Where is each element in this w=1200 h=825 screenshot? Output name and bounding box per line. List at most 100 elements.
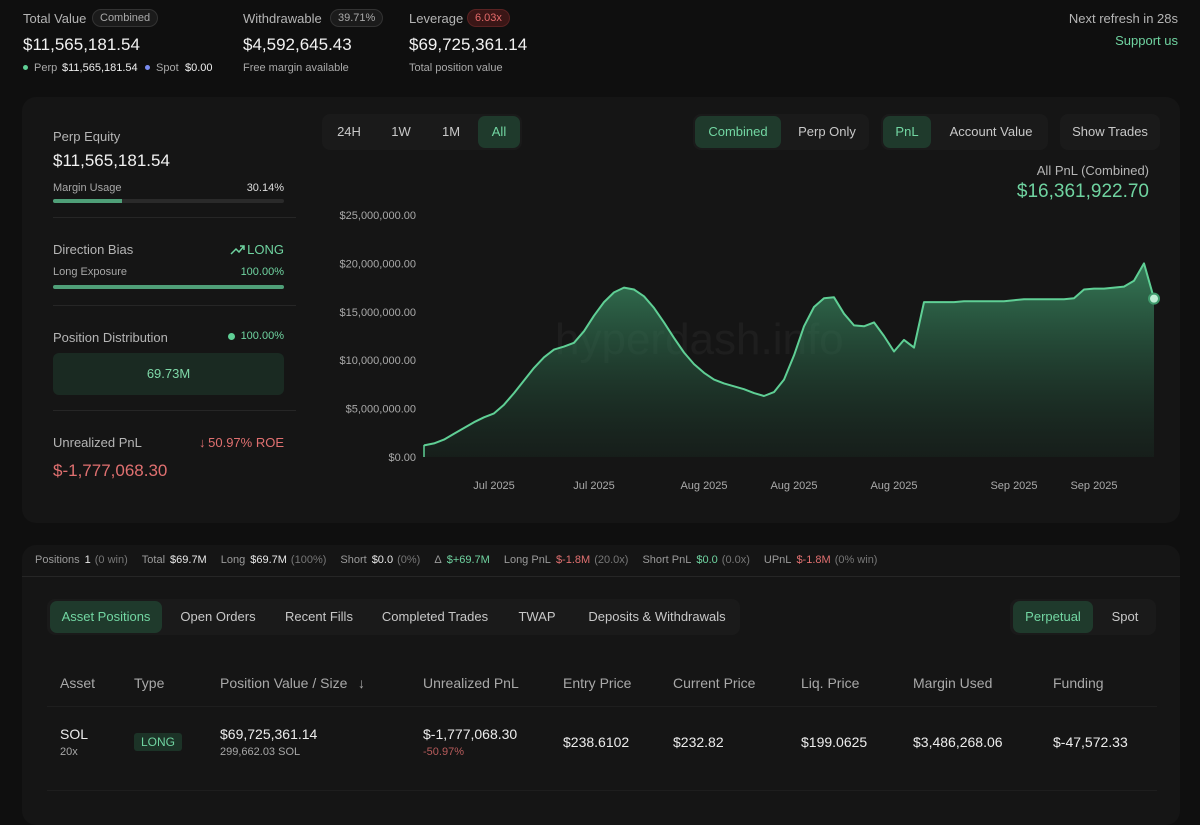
stat-value: $0.0 <box>371 554 394 566</box>
stat-value: 1 <box>84 554 91 566</box>
dot <box>228 333 235 340</box>
separator <box>53 410 296 411</box>
cell: $232.82 <box>673 734 724 750</box>
tab[interactable]: Spot <box>1111 609 1139 624</box>
mode-group: Combined Perp Only <box>693 114 869 150</box>
range-button[interactable]: 24H <box>337 124 361 139</box>
cell: $3,486,268.06 <box>913 734 1003 750</box>
value: 100.00% <box>240 330 284 342</box>
separator <box>47 706 1157 707</box>
cell: 20x <box>60 746 78 758</box>
stat-value: $-1.8M <box>555 554 591 566</box>
stat-note: (0 win) <box>94 554 128 566</box>
y-tick-label: $25,000,000.00 <box>340 210 416 222</box>
stat-note: (20.0x) <box>594 554 629 566</box>
trend-icon <box>230 245 245 255</box>
x-tick-label: Aug 2025 <box>680 480 727 492</box>
support-link[interactable]: Support us <box>1115 33 1178 48</box>
area <box>424 263 1154 457</box>
label: Direction Bias <box>53 242 134 257</box>
separator <box>22 576 1180 577</box>
mode-button[interactable]: Combined <box>695 116 781 148</box>
value: 50.97% ROE <box>208 435 284 450</box>
value: $4,592,645.43 <box>243 35 352 54</box>
view-button[interactable]: PnL <box>883 116 931 148</box>
tab[interactable]: Perpetual <box>1013 601 1093 633</box>
cell: 299,662.03 SOL <box>220 746 301 758</box>
mode-button[interactable]: Perp Only <box>798 124 856 139</box>
y-tick-label: $20,000,000.00 <box>340 258 416 270</box>
stat-value: $69.7M <box>250 554 287 566</box>
label: Total Value <box>23 11 87 26</box>
label: Perp <box>34 62 58 74</box>
stat-value: $69.7M <box>170 554 207 566</box>
cell: $-1,777,068.30 <box>423 726 518 742</box>
stat-value: $+69.7M <box>446 554 490 566</box>
x-tick-label: Sep 2025 <box>1070 480 1117 492</box>
trades-group: Show Trades <box>1060 114 1160 150</box>
tab[interactable]: Recent Fills <box>285 609 353 624</box>
value: $0.00 <box>185 62 213 74</box>
stat-label: Positions <box>35 554 80 566</box>
type-badge: LONG <box>134 733 183 751</box>
badge: 39.71% <box>330 9 384 27</box>
y-tick-label: $10,000,000.00 <box>340 355 416 367</box>
range-button[interactable]: 1M <box>441 124 461 139</box>
tab[interactable]: TWAP <box>518 609 556 624</box>
refresh: Next refresh in 28s <box>1068 11 1178 26</box>
range-button[interactable]: 1W <box>391 124 411 139</box>
cell: $69,725,361.14 <box>220 726 318 742</box>
value: LONG <box>247 242 284 257</box>
value: 30.14% <box>246 182 284 194</box>
value: $11,565,181.54 <box>23 35 140 54</box>
label: Withdrawable <box>243 11 322 26</box>
end-point <box>1148 292 1160 305</box>
tab[interactable]: Open Orders <box>180 609 256 624</box>
stat-label: Short PnL <box>642 554 692 566</box>
value: 100.00% <box>240 266 284 278</box>
distribution-box: 69.73M <box>53 353 284 395</box>
dot <box>145 65 150 70</box>
trades-button[interactable]: Show Trades <box>1072 124 1148 139</box>
line <box>423 262 1155 447</box>
label: Long Exposure <box>53 266 127 278</box>
cell: $199.0625 <box>801 734 868 750</box>
tab[interactable]: Asset Positions <box>50 601 162 633</box>
y-tick-label: $5,000,000.00 <box>346 404 416 416</box>
note: Total position value <box>409 62 503 74</box>
range-group: 24H 1W 1M All <box>322 114 522 150</box>
range-button[interactable]: All <box>478 116 520 148</box>
x-tick-label: Sep 2025 <box>990 480 1037 492</box>
column-header: Funding <box>1053 675 1104 691</box>
column-header[interactable]: Position Value / Size <box>220 675 348 691</box>
stats-bar: Positions 1 (0 win) Total $69.7M Long $69.7M (1… <box>35 554 891 566</box>
badge: Combined <box>92 9 159 27</box>
tab-group: Asset Positions Open Orders Recent Fills… <box>47 599 740 635</box>
stat-label: UPnL <box>763 554 792 566</box>
panel <box>22 545 1180 825</box>
cell: $238.6102 <box>563 734 630 750</box>
stat-note: (0.0x) <box>721 554 750 566</box>
label: Perp Equity <box>53 129 121 144</box>
stat-value: $0.0 <box>696 554 718 566</box>
note: Free margin available <box>243 62 349 74</box>
stat-note: (0%) <box>397 554 421 566</box>
column-header: Unrealized PnL <box>423 675 519 691</box>
column-header: Type <box>134 675 165 691</box>
separator <box>47 790 1157 791</box>
cell: SOL <box>60 726 89 742</box>
page: {"header":{ "total_value":{"label":"Tota… <box>22 9 1180 791</box>
y-tick-label: $15,000,000.00 <box>340 307 416 319</box>
tab[interactable]: Deposits & Withdrawals <box>588 609 726 624</box>
label: Margin Usage <box>53 182 122 194</box>
dot <box>23 65 28 70</box>
view-group: PnL Account Value <box>881 114 1048 150</box>
stat-label: Total <box>141 554 166 566</box>
arrow: ↓ <box>199 435 206 450</box>
stat-label: Long PnL <box>503 554 551 566</box>
column-header: Margin Used <box>913 675 993 691</box>
stat-label: Long <box>220 554 246 566</box>
view-button[interactable]: Account Value <box>949 124 1033 139</box>
badge: 6.03x <box>467 9 510 27</box>
tab[interactable]: Completed Trades <box>381 609 489 624</box>
